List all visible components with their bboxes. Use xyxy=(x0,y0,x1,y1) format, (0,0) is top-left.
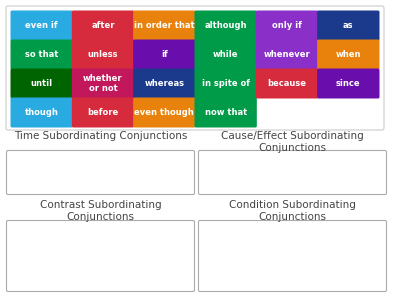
Text: so that: so that xyxy=(25,50,58,59)
FancyBboxPatch shape xyxy=(198,220,386,292)
Text: whether
or not: whether or not xyxy=(83,74,123,93)
Text: because: because xyxy=(268,79,306,88)
FancyBboxPatch shape xyxy=(72,98,134,128)
FancyBboxPatch shape xyxy=(317,68,380,98)
FancyBboxPatch shape xyxy=(256,68,318,98)
FancyBboxPatch shape xyxy=(256,11,318,40)
FancyBboxPatch shape xyxy=(194,68,257,98)
FancyBboxPatch shape xyxy=(133,11,196,40)
Text: while: while xyxy=(213,50,238,59)
Text: only if: only if xyxy=(272,21,302,30)
Text: in order that: in order that xyxy=(134,21,195,30)
Text: now that: now that xyxy=(204,108,247,117)
Text: in spite of: in spite of xyxy=(202,79,250,88)
Text: Condition Subordinating
Conjunctions: Condition Subordinating Conjunctions xyxy=(229,200,356,222)
FancyBboxPatch shape xyxy=(72,68,134,98)
Text: until: until xyxy=(31,79,53,88)
FancyBboxPatch shape xyxy=(133,98,196,128)
FancyBboxPatch shape xyxy=(317,40,380,70)
FancyBboxPatch shape xyxy=(194,11,257,40)
Text: though: though xyxy=(25,108,59,117)
Text: whereas: whereas xyxy=(144,79,184,88)
FancyBboxPatch shape xyxy=(133,68,196,98)
Text: even if: even if xyxy=(25,21,58,30)
FancyBboxPatch shape xyxy=(194,40,257,70)
FancyBboxPatch shape xyxy=(194,98,257,128)
FancyBboxPatch shape xyxy=(6,220,194,292)
Text: when: when xyxy=(336,50,361,59)
Text: even though: even though xyxy=(134,108,194,117)
FancyBboxPatch shape xyxy=(133,40,196,70)
FancyBboxPatch shape xyxy=(256,40,318,70)
FancyBboxPatch shape xyxy=(72,11,134,40)
FancyBboxPatch shape xyxy=(72,40,134,70)
Text: before: before xyxy=(87,108,119,117)
Text: if: if xyxy=(161,50,168,59)
Text: after: after xyxy=(91,21,115,30)
FancyBboxPatch shape xyxy=(6,151,194,194)
FancyBboxPatch shape xyxy=(198,151,386,194)
Text: Time Subordinating Conjunctions: Time Subordinating Conjunctions xyxy=(14,131,187,141)
FancyBboxPatch shape xyxy=(10,11,73,40)
Text: since: since xyxy=(336,79,361,88)
FancyBboxPatch shape xyxy=(317,11,380,40)
FancyBboxPatch shape xyxy=(6,6,384,130)
Text: unless: unless xyxy=(88,50,118,59)
Text: although: although xyxy=(204,21,247,30)
FancyBboxPatch shape xyxy=(10,68,73,98)
Text: Contrast Subordinating
Conjunctions: Contrast Subordinating Conjunctions xyxy=(40,200,161,222)
Text: Cause/Effect Subordinating
Conjunctions: Cause/Effect Subordinating Conjunctions xyxy=(221,131,364,153)
Text: as: as xyxy=(343,21,354,30)
FancyBboxPatch shape xyxy=(10,98,73,128)
FancyBboxPatch shape xyxy=(10,40,73,70)
Text: whenever: whenever xyxy=(264,50,310,59)
